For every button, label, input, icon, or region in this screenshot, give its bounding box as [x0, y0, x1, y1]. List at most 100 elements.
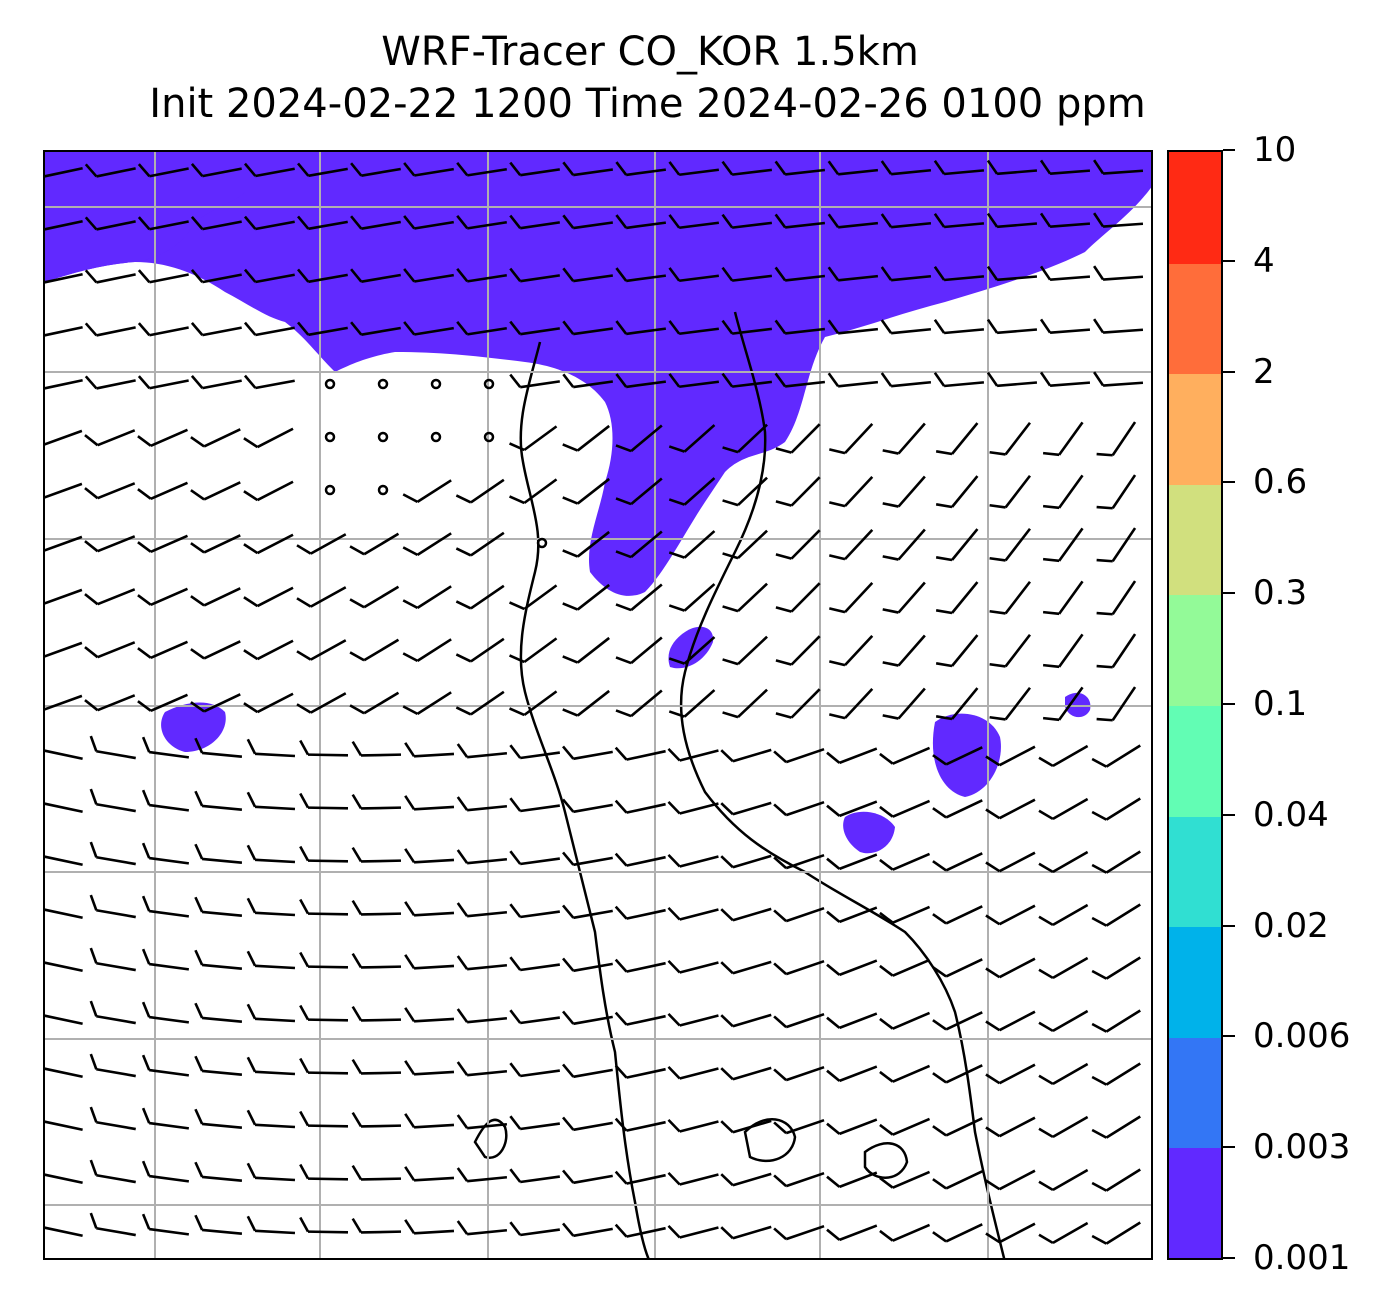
- wind-barb: [190, 216, 242, 231]
- wind-barb: [668, 161, 720, 177]
- colorbar-segment: [1169, 926, 1221, 1038]
- wind-barb: [350, 268, 401, 283]
- wind-barb: [508, 690, 558, 717]
- colorbar-segment: [1169, 262, 1221, 375]
- wind-barbs: [45, 159, 1144, 1245]
- wind-barb: [190, 640, 241, 660]
- calm-wind-circle: [377, 378, 389, 390]
- wind-barb: [194, 896, 243, 917]
- wind-barb: [190, 428, 241, 448]
- wind-barb: [243, 268, 295, 284]
- wind-barb: [827, 266, 879, 282]
- wind-barb: [667, 1118, 719, 1133]
- wind-barb: [773, 800, 825, 817]
- wind-barb: [404, 901, 455, 917]
- wind-barb: [137, 322, 189, 337]
- wind-barb: [562, 373, 614, 389]
- wind-barb: [297, 321, 348, 337]
- wind-barb: [141, 1107, 190, 1130]
- wind-barb: [456, 161, 507, 177]
- wind-barb: [1091, 903, 1141, 927]
- wind-barb: [933, 266, 985, 282]
- colorbar-tick-label: 0.04: [1253, 794, 1329, 835]
- wind-barb: [194, 1161, 243, 1182]
- wind-barb: [45, 908, 83, 920]
- colorbar-tick-mark: [1223, 592, 1235, 595]
- wind-barb: [615, 583, 663, 612]
- wind-barb: [829, 475, 874, 508]
- wind-barb: [935, 528, 979, 562]
- wind-barb: [773, 1224, 825, 1241]
- wind-barb: [1091, 850, 1141, 874]
- wind-barb: [935, 687, 979, 721]
- wind-barb: [773, 906, 825, 923]
- wind-barb: [1039, 318, 1091, 334]
- wind-barb: [1096, 633, 1137, 669]
- wind-barb: [45, 219, 83, 231]
- colorbar-tick-mark: [1223, 813, 1235, 816]
- colorbar-segment: [1169, 483, 1221, 596]
- wind-barb: [45, 588, 83, 605]
- wind-barb: [404, 1219, 455, 1235]
- wind-barb: [1038, 903, 1089, 927]
- wind-barb: [45, 378, 83, 390]
- wind-barb: [137, 640, 189, 659]
- wind-barb: [985, 1063, 1036, 1085]
- colorbar-tick-label: 0.3: [1253, 573, 1308, 614]
- wind-barb: [89, 947, 136, 972]
- wind-barb: [403, 321, 454, 336]
- wind-barb: [456, 214, 507, 230]
- wind-barb: [402, 691, 452, 716]
- calm-wind-circle: [324, 431, 336, 443]
- wind-barb: [615, 530, 663, 559]
- wind-barb: [826, 1012, 878, 1030]
- calm-wind-circle: [324, 378, 336, 390]
- wind-barb: [456, 955, 508, 971]
- calm-wind-circle: [430, 378, 442, 390]
- colorbar-tick-mark: [1223, 703, 1235, 705]
- wind-barb: [985, 957, 1036, 979]
- wind-barb: [1093, 265, 1144, 281]
- wind-barb: [137, 163, 189, 178]
- wind-barb: [933, 160, 985, 176]
- wind-barb: [562, 689, 610, 717]
- wind-barb: [1042, 686, 1084, 722]
- wind-barb: [1042, 633, 1084, 669]
- wind-barb: [614, 799, 666, 814]
- wind-barb: [826, 959, 878, 977]
- wind-barb: [194, 1214, 243, 1235]
- wind-barb: [879, 852, 931, 871]
- wind-barb: [508, 584, 558, 611]
- wind-barb: [299, 1110, 349, 1128]
- calm-wind-circle: [324, 484, 336, 496]
- wind-barb: [880, 266, 932, 282]
- wind-barb: [351, 1164, 402, 1181]
- colorbar-segment: [1169, 815, 1221, 928]
- wind-barb: [299, 845, 349, 863]
- wind-barb: [351, 1058, 402, 1075]
- wind-barb: [562, 1169, 613, 1185]
- wind-barb: [190, 481, 241, 501]
- wind-barb: [89, 1212, 136, 1237]
- wind-barb: [509, 373, 560, 389]
- wind-barb: [509, 1062, 561, 1078]
- wind-barb: [351, 846, 402, 863]
- wind-barb: [667, 800, 719, 815]
- wind-barb: [932, 746, 983, 766]
- wind-barb: [562, 477, 610, 505]
- colorbar-tick-mark: [1223, 259, 1235, 262]
- wind-barb: [721, 266, 773, 282]
- wind-barb: [190, 375, 242, 390]
- wind-barb: [89, 735, 136, 760]
- wind-barb: [614, 1064, 666, 1079]
- wind-barb: [404, 954, 455, 970]
- wind-barb: [985, 798, 1036, 820]
- wind-barb: [194, 1002, 243, 1023]
- wind-barb: [299, 1216, 349, 1234]
- wind-barb: [722, 529, 768, 560]
- wind-barb: [614, 852, 666, 867]
- wind-barb: [455, 637, 505, 663]
- wind-barb: [562, 424, 610, 452]
- wind-barb: [45, 166, 83, 178]
- wind-barb: [986, 212, 1038, 229]
